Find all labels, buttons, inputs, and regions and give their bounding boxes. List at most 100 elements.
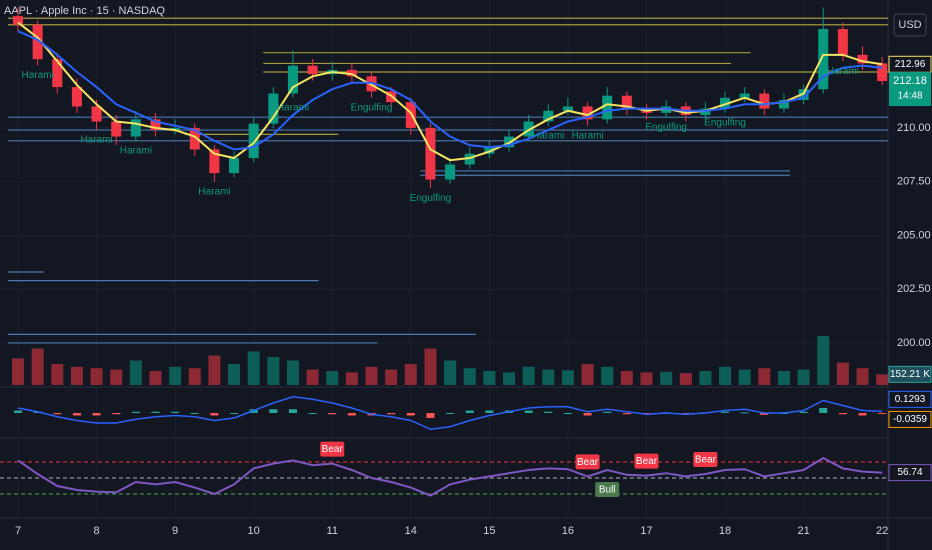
pattern-label: Harami [80,135,112,146]
macd-histogram [878,413,887,414]
macd-histogram [92,413,101,416]
candle-body [837,29,848,55]
macd-histogram [269,409,278,413]
volume-bar [90,368,103,385]
macd-histogram [308,413,317,414]
macd-histogram [14,410,22,413]
candle-body [130,119,141,137]
pattern-label: Engulfing [351,102,393,113]
volume-bar [620,371,633,385]
x-tick-label: 11 [327,525,338,537]
macd-histogram [230,413,239,414]
signal-box [693,452,718,467]
volume-bar [699,371,712,385]
pattern-label: Engulfing [704,118,746,129]
macd-histogram [347,413,356,416]
volume-bar [581,364,594,385]
candle-body [425,127,436,180]
x-tick-label: 9 [172,525,178,537]
pattern-label: Harami [277,102,309,113]
countdown: 14:48 [897,91,922,102]
volume-bar [286,360,299,385]
macd-histogram [524,410,533,413]
last-volume-box [888,365,932,383]
candle-body [818,29,829,90]
chart-title: AAPL · Apple Inc · 15 · NASDAQ [4,5,165,17]
x-tick-label: 7 [15,525,21,537]
candle-body [582,106,593,120]
volume-bar [738,369,751,385]
macd-histogram [426,413,435,418]
volume-bar [169,366,182,385]
candle-body [71,87,82,107]
volume-bar [856,368,869,385]
macd-histogram [838,413,847,415]
macd-histogram [858,413,867,416]
y-tick-label: 207.50 [897,176,931,188]
candle-body [877,63,888,82]
macd-histogram [72,413,81,416]
x-tick-label: 21 [797,525,809,537]
signal-box [634,453,659,469]
pattern-label: Harami [571,130,603,141]
macd-histogram [328,413,337,415]
y-tick-label: 202.50 [897,283,931,295]
candle-body [720,97,731,109]
pattern-label: Harami [827,66,859,77]
x-tick-label: 8 [93,525,99,537]
candle-body [52,59,63,88]
candle-body [287,65,298,94]
rsi-line [17,456,883,497]
candle-body [209,149,220,174]
volume-bar [208,355,221,385]
macd-histogram [721,411,730,413]
volume-bar [719,366,732,385]
macd-histogram [485,410,494,413]
volume-bar [758,368,771,385]
volume-bar [777,371,790,385]
volume-bar [129,360,142,385]
macd-histogram [190,413,199,414]
candle-body [307,65,318,75]
volume-bar [444,360,457,385]
candle-body [562,106,573,111]
volume-bar [149,371,162,385]
signal-box [575,454,600,470]
volume-bar [542,369,555,385]
macd-histogram [603,411,612,413]
last-histogram: -0.0359 [893,414,927,425]
macd-histogram [819,408,828,413]
volume-bar [522,366,535,385]
candle-body [32,24,43,60]
macd-line [17,395,883,431]
volume-bar [660,371,673,385]
ema-line [17,21,883,162]
macd-histogram [288,409,297,413]
x-tick-label: 17 [640,525,652,537]
last-ema: 212.96 [895,59,926,70]
pattern-label: Harami [532,130,564,141]
macd-histogram [151,411,160,413]
y-tick-label: 210.00 [897,122,931,134]
macd-histogram [583,413,592,416]
candle-body [778,99,789,109]
candle-body [405,102,416,128]
volume-bar [424,348,437,385]
volume-bar [876,374,889,385]
last-volume: 152.21 K [890,369,930,380]
volume-bar [70,366,83,385]
candle-body [445,164,456,180]
macd-histogram [387,413,396,415]
candle-body [759,93,770,109]
signal-label: Bull [599,485,616,496]
currency[interactable]: USD [898,19,921,31]
candle-body [170,127,181,131]
volume-bar [31,348,44,385]
currency-box[interactable] [893,13,927,37]
macd-histogram [112,413,121,415]
signal-label: Bear [636,456,658,467]
volume-bar [110,369,123,385]
x-tick-label: 15 [483,525,495,537]
volume-bar [228,364,241,385]
